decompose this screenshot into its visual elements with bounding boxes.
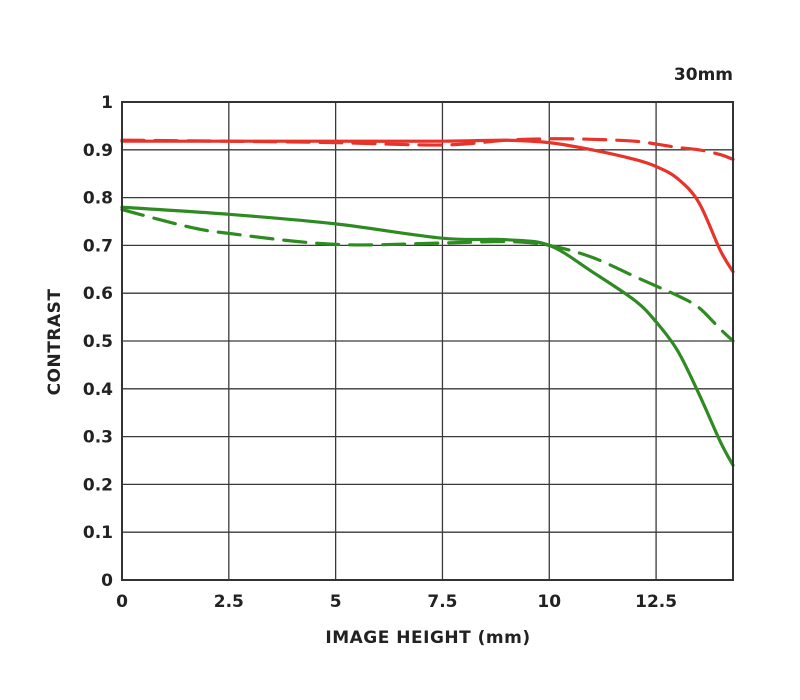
y-tick-label: 1 (101, 93, 113, 113)
y-tick-label: 0.7 (83, 236, 113, 256)
x-tick-label: 5 (330, 592, 342, 612)
y-tick-label: 0.1 (83, 523, 113, 543)
x-tick-label: 10 (537, 592, 561, 612)
y-tick-label: 0.6 (83, 284, 113, 304)
y-tick-label: 0.3 (83, 428, 113, 448)
x-tick-label: 2.5 (214, 592, 244, 612)
y-tick-label: 0.4 (83, 380, 113, 400)
x-tick-label: 0 (116, 592, 128, 612)
x-tick-label: 7.5 (427, 592, 457, 612)
corner-label: 30mm (674, 65, 733, 85)
y-tick-label: 0.8 (83, 189, 113, 209)
series-line-4 (120, 208, 735, 343)
y-tick-label: 0 (101, 571, 113, 591)
y-tick-label: 0.9 (83, 141, 113, 161)
y-tick-label: 0.2 (83, 475, 113, 495)
y-tick-label: 0.5 (83, 332, 113, 352)
series-line-3 (120, 205, 735, 467)
y-axis-title: CONTRAST (45, 289, 65, 396)
x-tick-label: 12.5 (635, 592, 677, 612)
series-lines (120, 137, 735, 467)
plot-frame (121, 101, 734, 581)
x-tick-labels: 0 2.5 5 7.5 10 12.5 (116, 592, 677, 612)
y-tick-labels: 0 0.1 0.2 0.3 0.4 0.5 0.6 0.7 0.8 0.9 1 (83, 93, 113, 591)
grid (122, 102, 733, 580)
x-axis-title: IMAGE HEIGHT (mm) (325, 628, 530, 648)
series-line-2 (120, 137, 735, 161)
